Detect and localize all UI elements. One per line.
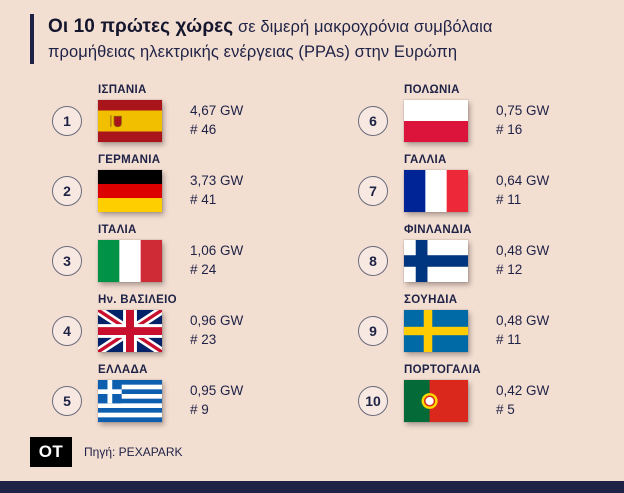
- country-row-uk: 4 Ην. ΒΑΣΙΛΕΙΟ 0,96 GW # 23: [52, 294, 302, 353]
- capacity-value: 3,73 GW: [190, 172, 244, 188]
- country-stats: 4,67 GW # 46: [190, 101, 243, 140]
- flag-block: ΙΤΑΛΙΑ: [97, 224, 164, 283]
- sweden-flag-icon: [403, 309, 469, 353]
- flag-block: ΓΕΡΜΑΝΙΑ: [97, 154, 164, 213]
- rank-badge: 1: [52, 106, 82, 136]
- flag-block: ΦΙΝΛΑΝΔΙΑ: [403, 224, 472, 283]
- country-name: ΓΑΛΛΙΑ: [404, 154, 447, 166]
- country-row-sweden: 9 ΣΟΥΗΔΙΑ 0,48 GW # 11: [358, 294, 608, 353]
- ppa-count: # 23: [190, 332, 217, 348]
- country-name: ΕΛΛΑΔΑ: [98, 364, 148, 376]
- uk-flag-icon: [97, 309, 163, 353]
- capacity-value: 4,67 GW: [190, 102, 244, 118]
- ppa-count: # 9: [190, 402, 209, 418]
- bottom-accent-bar: [0, 481, 624, 493]
- flag-block: ΠΟΛΩΝΙΑ: [403, 84, 470, 143]
- rank-badge: 9: [358, 316, 388, 346]
- rank-badge: 3: [52, 246, 82, 276]
- country-stats: 0,48 GW # 12: [496, 241, 549, 280]
- rank-badge: 7: [358, 176, 388, 206]
- rank-badge: 8: [358, 246, 388, 276]
- country-name: ΙΤΑΛΙΑ: [98, 224, 137, 236]
- flag-block: ΙΣΠΑΝΙΑ: [97, 84, 164, 143]
- country-name: ΙΣΠΑΝΙΑ: [98, 84, 147, 96]
- capacity-value: 1,06 GW: [190, 242, 244, 258]
- capacity-value: 0,75 GW: [496, 102, 550, 118]
- title-accent-bar: [30, 14, 34, 65]
- country-stats: 0,48 GW # 11: [496, 311, 549, 350]
- country-stats: 0,96 GW # 23: [190, 311, 243, 350]
- country-name: ΦΙΝΛΑΝΔΙΑ: [404, 224, 472, 236]
- country-row-germany: 2 ΓΕΡΜΑΝΙΑ 3,73 GW # 41: [52, 154, 302, 213]
- ppa-count: # 11: [496, 192, 522, 208]
- page-title-rest: σε διμερή μακροχρόνια συμβόλαια προμήθει…: [48, 18, 493, 61]
- italy-flag-icon: [97, 239, 163, 283]
- ppa-count: # 11: [496, 332, 522, 348]
- country-name: ΠΟΡΤΟΓΑΛΙΑ: [404, 364, 481, 376]
- ppa-count: # 46: [190, 122, 217, 138]
- left-column: 1 ΙΣΠΑΝΙΑ 4,67 GW # 46 2 ΓΕΡΜΑΝΙΑ: [52, 84, 302, 423]
- capacity-value: 0,48 GW: [496, 242, 550, 258]
- ppa-count: # 16: [496, 122, 523, 138]
- country-stats: 0,64 GW # 11: [496, 171, 549, 210]
- country-name: Ην. ΒΑΣΙΛΕΙΟ: [98, 294, 177, 306]
- greece-flag-icon: [97, 379, 163, 423]
- flag-block: ΓΑΛΛΙΑ: [403, 154, 470, 213]
- country-row-france: 7 ΓΑΛΛΙΑ 0,64 GW # 11: [358, 154, 608, 213]
- spain-flag-icon: [97, 99, 163, 143]
- capacity-value: 0,96 GW: [190, 312, 244, 328]
- poland-flag-icon: [403, 99, 469, 143]
- capacity-value: 0,48 GW: [496, 312, 550, 328]
- country-stats: 3,73 GW # 41: [190, 171, 243, 210]
- capacity-value: 0,95 GW: [190, 382, 244, 398]
- country-row-spain: 1 ΙΣΠΑΝΙΑ 4,67 GW # 46: [52, 84, 302, 143]
- country-row-italy: 3 ΙΤΑΛΙΑ 1,06 GW # 24: [52, 224, 302, 283]
- country-name: ΣΟΥΗΔΙΑ: [404, 294, 458, 306]
- rank-badge: 2: [52, 176, 82, 206]
- capacity-value: 0,42 GW: [496, 382, 550, 398]
- ppa-count: # 5: [496, 402, 515, 418]
- country-row-greece: 5 ΕΛΛΑΔΑ: [52, 364, 302, 423]
- portugal-flag-icon: [403, 379, 469, 423]
- source-label: Πηγή: PEXAPARK: [84, 445, 183, 459]
- header: Οι 10 πρώτες χώρες σε διμερή μακροχρόνια…: [30, 14, 563, 65]
- country-stats: 0,42 GW # 5: [496, 381, 549, 420]
- footer: OT Πηγή: PEXAPARK: [30, 437, 182, 467]
- rank-badge: 4: [52, 316, 82, 346]
- finland-flag-icon: [403, 239, 469, 283]
- ppa-count: # 24: [190, 262, 217, 278]
- flag-block: ΠΟΡΤΟΓΑΛΙΑ: [403, 364, 481, 423]
- country-row-portugal: 10 ΠΟΡΤΟΓΑΛΙΑ 0,42 GW # 5: [358, 364, 608, 423]
- rank-badge: 6: [358, 106, 388, 136]
- country-stats: 0,75 GW # 16: [496, 101, 549, 140]
- country-stats: 1,06 GW # 24: [190, 241, 243, 280]
- page-title-bold: Οι 10 πρώτες χώρες: [48, 16, 234, 37]
- rank-badge: 5: [52, 386, 82, 416]
- country-row-poland: 6 ΠΟΛΩΝΙΑ 0,75 GW # 16: [358, 84, 608, 143]
- country-name: ΠΟΛΩΝΙΑ: [404, 84, 460, 96]
- ot-logo: OT: [30, 437, 72, 467]
- flag-block: ΕΛΛΑΔΑ: [97, 364, 164, 423]
- page-title: Οι 10 πρώτες χώρες σε διμερή μακροχρόνια…: [48, 14, 563, 64]
- country-name: ΓΕΡΜΑΝΙΑ: [98, 154, 161, 166]
- right-column: 6 ΠΟΛΩΝΙΑ 0,75 GW # 16 7 ΓΑΛΛΙΑ: [358, 84, 608, 423]
- ppa-count: # 41: [190, 192, 217, 208]
- rank-badge: 10: [358, 386, 388, 416]
- france-flag-icon: [403, 169, 469, 213]
- flag-block: Ην. ΒΑΣΙΛΕΙΟ: [97, 294, 177, 353]
- ranking-grid: 1 ΙΣΠΑΝΙΑ 4,67 GW # 46 2 ΓΕΡΜΑΝΙΑ: [52, 84, 608, 423]
- flag-block: ΣΟΥΗΔΙΑ: [403, 294, 470, 353]
- ppa-count: # 12: [496, 262, 523, 278]
- germany-flag-icon: [97, 169, 163, 213]
- country-stats: 0,95 GW # 9: [190, 381, 243, 420]
- capacity-value: 0,64 GW: [496, 172, 550, 188]
- country-row-finland: 8 ΦΙΝΛΑΝΔΙΑ 0,48 GW # 12: [358, 224, 608, 283]
